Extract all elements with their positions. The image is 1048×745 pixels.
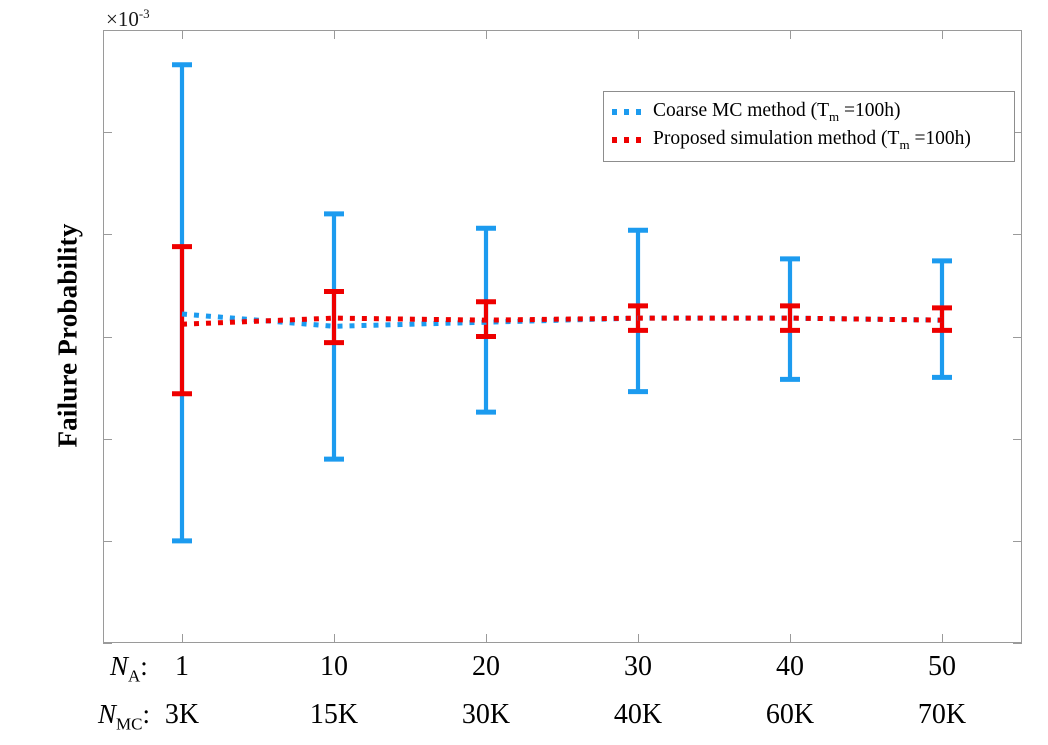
y-axis-title: Failure Probability <box>52 223 83 448</box>
nmc-row-title: NMC: <box>98 699 150 734</box>
x-tick-mark <box>638 30 639 39</box>
na-row-value: 50 <box>928 651 956 682</box>
nmc-row-value: 30K <box>461 699 511 730</box>
na-row-value: 1 <box>175 651 189 682</box>
na-row-value: 10 <box>320 651 348 682</box>
exponent-power: -3 <box>138 6 150 21</box>
y-tick-mark <box>1013 234 1022 236</box>
exponent-prefix: ×10 <box>106 7 139 31</box>
nmc-row-value: 15K <box>309 699 359 730</box>
x-tick-mark <box>334 30 335 39</box>
legend-item[interactable]: Coarse MC method (Tm =100h) <box>612 98 1006 126</box>
y-tick-mark <box>103 336 112 338</box>
legend-swatch-icon <box>612 137 646 143</box>
y-axis-exponent-label: ×10-3 <box>106 6 150 32</box>
na-row-value: 40 <box>776 651 804 682</box>
na-row-value: 30 <box>624 651 652 682</box>
nmc-row-value: 40K <box>613 699 663 730</box>
y-tick-mark <box>1013 336 1022 338</box>
y-tick-mark <box>1013 438 1022 440</box>
x-axis-row-na: NA: 1 10 20 30 40 50 <box>0 651 1048 695</box>
y-tick-mark <box>103 643 112 644</box>
nmc-row-value: 3K <box>164 699 200 730</box>
y-tick-mark <box>103 234 112 236</box>
y-tick-mark <box>1013 30 1022 31</box>
na-row-title: NA: <box>110 651 148 686</box>
x-tick-mark <box>334 634 335 643</box>
y-tick-mark <box>103 30 112 31</box>
legend-swatch-icon <box>612 109 646 115</box>
y-tick-mark <box>103 438 112 440</box>
legend-item[interactable]: Proposed simulation method (Tm =100h) <box>612 126 1006 154</box>
x-tick-mark <box>790 634 791 643</box>
x-tick-mark <box>942 634 943 643</box>
nmc-row-value: 70K <box>917 699 967 730</box>
y-tick-mark <box>103 132 112 134</box>
x-axis-row-nmc: NMC: 3K 15K 30K 40K 60K 70K <box>0 699 1048 743</box>
x-tick-mark <box>182 30 183 39</box>
x-tick-mark <box>486 30 487 39</box>
y-tick-mark <box>1013 643 1022 644</box>
x-tick-mark <box>942 30 943 39</box>
legend-label: Proposed simulation method (Tm =100h) <box>653 127 971 152</box>
y-tick-mark <box>1013 132 1022 134</box>
na-row-value: 20 <box>472 651 500 682</box>
x-tick-mark <box>790 30 791 39</box>
legend-label: Coarse MC method (Tm =100h) <box>653 99 901 124</box>
nmc-row-value: 60K <box>765 699 815 730</box>
x-tick-mark <box>486 634 487 643</box>
y-tick-mark <box>103 540 112 542</box>
legend-box: Coarse MC method (Tm =100h) Proposed simu… <box>603 91 1015 162</box>
x-tick-mark <box>638 634 639 643</box>
y-tick-mark <box>1013 540 1022 542</box>
x-tick-mark <box>182 634 183 643</box>
